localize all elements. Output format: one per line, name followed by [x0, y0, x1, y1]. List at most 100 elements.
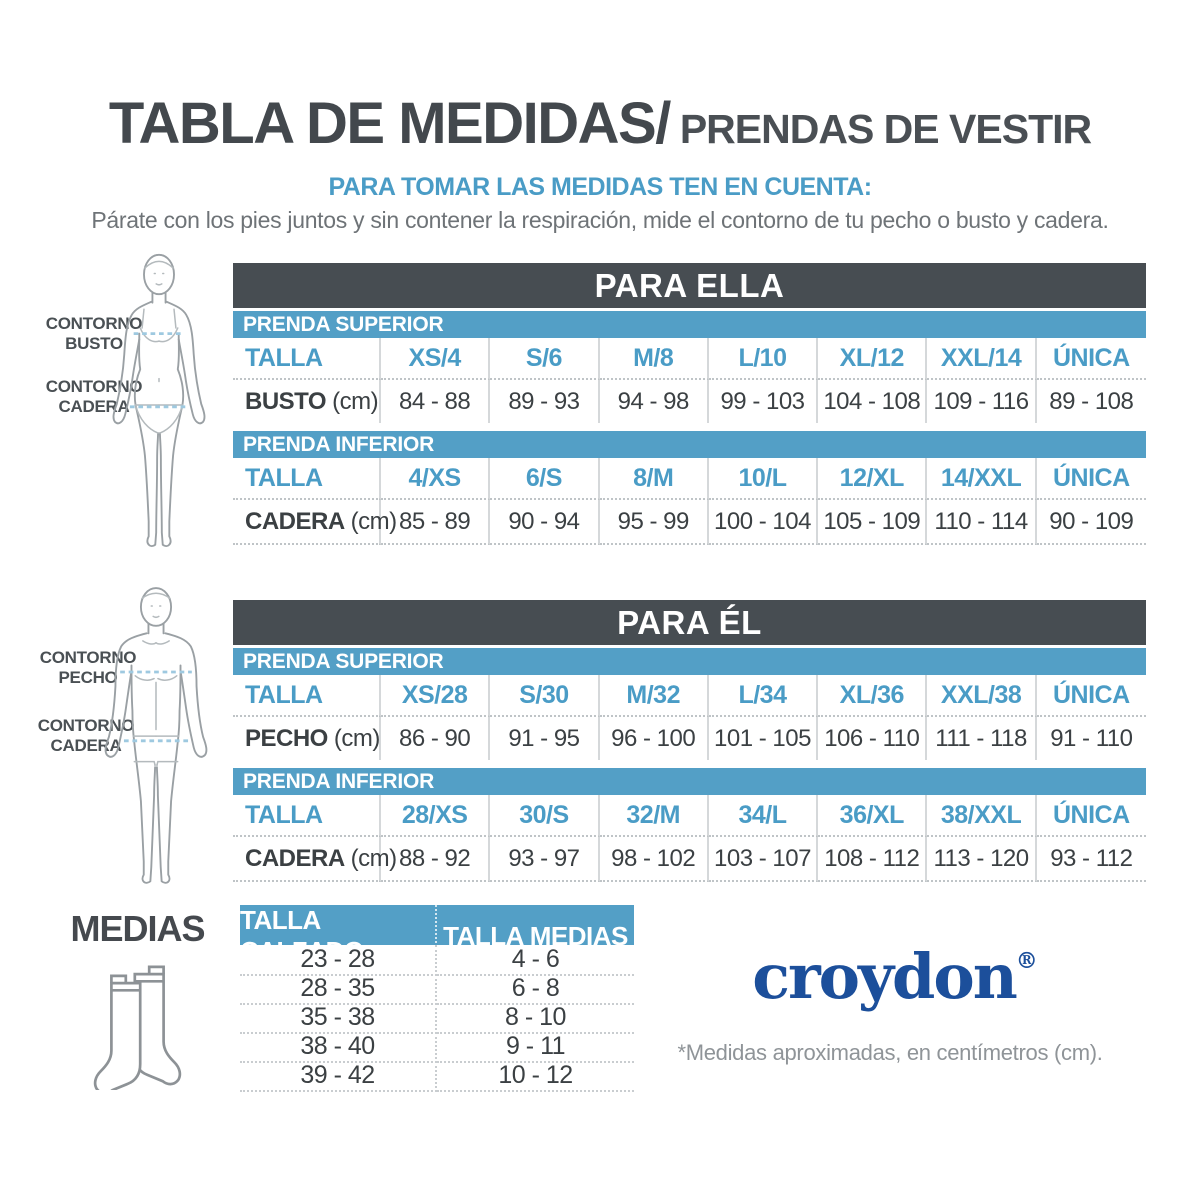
value-cell: 91 - 95 — [490, 717, 600, 760]
value-cell: 95 - 99 — [599, 500, 709, 545]
value-cell: 86 - 90 — [381, 717, 491, 760]
size-cell: 4/XS — [381, 458, 491, 500]
value-cell: 99 - 103 — [709, 380, 819, 423]
value-cell: 113 - 120 — [927, 837, 1037, 882]
grid-ella-inferior: TALLA 4/XS 6/S 8/M 10/L 12/XL 14/XXL ÚNI… — [233, 458, 1146, 545]
medias-row: 35 - 38 8 - 10 — [240, 1003, 634, 1034]
medias-col1-header: TALLA CALZADO — [240, 905, 437, 967]
size-cell: XXL/38 — [927, 675, 1037, 717]
value-cell: 89 - 108 — [1049, 387, 1134, 415]
value-cell: 101 - 105 — [709, 717, 819, 760]
tips-title: PARA TOMAR LAS MEDIDAS TEN EN CUENTA: — [328, 173, 872, 201]
size-cell: XS/4 — [381, 338, 491, 380]
size-cell: ÚNICA — [1036, 338, 1146, 380]
value-cell: 110 - 114 — [927, 500, 1037, 545]
size-cell: 6/S — [490, 458, 600, 500]
brand-logo: croydon® — [752, 940, 1038, 1013]
measure-row-label: CADERA (cm) — [233, 837, 397, 882]
grid-el-inferior: TALLA 28/XS 30/S 32/M 34/L 36/XL 38/XXL … — [233, 795, 1146, 882]
value-cell: 85 - 89 — [381, 500, 491, 545]
band-prenda-superior: PRENDA SUPERIOR — [233, 311, 1146, 338]
grid-ella-superior: TALLA XS/4 S/6 M/8 L/10 XL/12 XXL/14 ÚNI… — [233, 338, 1146, 423]
page-title-main: TABLA DE MEDIDAS/ — [108, 91, 671, 156]
value-cell: 93 - 97 — [490, 837, 600, 882]
size-row-label: TALLA — [233, 338, 381, 380]
size-cell: 8/M — [599, 458, 709, 500]
value-cell: 109 - 116 — [927, 380, 1037, 423]
male-figure-icon — [90, 577, 222, 904]
size-cell: S/6 — [490, 338, 600, 380]
size-cell: ÚNICA — [1036, 795, 1146, 837]
page-title: TABLA DE MEDIDAS/PRENDAS DE VESTIR — [0, 90, 1200, 157]
measurements-footnote: *Medidas aproximadas, en centímetros (cm… — [677, 1040, 1103, 1065]
male-chest-contour-label: CONTORNO PECHO — [39, 648, 137, 688]
size-row-label: TALLA — [233, 675, 381, 717]
size-cell: XL/36 — [818, 675, 928, 717]
band-prenda-inferior: PRENDA INFERIOR — [233, 431, 1146, 458]
measure-row-label: PECHO (cm) — [233, 717, 381, 760]
value-cell: 108 - 112 — [818, 837, 928, 882]
value-cell: 111 - 118 — [927, 717, 1037, 760]
size-cell: M/32 — [599, 675, 709, 717]
size-cell: 38/XXL — [927, 795, 1037, 837]
band-prenda-superior: PRENDA SUPERIOR — [233, 648, 1146, 675]
female-figure-icon — [98, 243, 220, 570]
measure-row-label: BUSTO (cm) — [233, 380, 381, 423]
size-cell: 30/S — [490, 795, 600, 837]
page-title-sub: PRENDAS DE VESTIR — [679, 106, 1092, 152]
header: TABLA DE MEDIDAS/PRENDAS DE VESTIR PARA … — [0, 90, 1200, 234]
value-cell: 90 - 109 — [1036, 500, 1146, 545]
value-cell: 100 - 104 — [708, 500, 819, 545]
medias-row: 23 - 28 4 - 6 — [240, 945, 634, 976]
size-cell: 12/XL — [818, 458, 928, 500]
value-cell: 94 - 98 — [600, 380, 709, 423]
value-cell: 89 - 93 — [490, 380, 600, 423]
value-cell: 96 - 100 — [600, 717, 709, 760]
size-cell: 14/XXL — [927, 458, 1037, 500]
measure-row-label: CADERA (cm) — [233, 500, 397, 545]
size-row-label: TALLA — [233, 795, 381, 837]
size-cell: S/30 — [490, 675, 600, 717]
value-cell: 90 - 94 — [490, 500, 600, 545]
value-cell: 84 - 88 — [381, 380, 491, 423]
band-prenda-inferior: PRENDA INFERIOR — [233, 768, 1146, 795]
medias-col2-header: TALLA MEDIAS — [443, 920, 628, 951]
size-cell: ÚNICA — [1036, 458, 1146, 500]
female-hip-contour-label: CONTORNO CADERA — [45, 377, 143, 417]
value-cell: 103 - 107 — [708, 837, 819, 882]
value-cell: 98 - 102 — [599, 837, 709, 882]
table-para-ella: PARA ELLA PRENDA SUPERIOR TALLA XS/4 S/6… — [233, 263, 1146, 545]
size-row-label: TALLA — [233, 458, 381, 500]
size-cell: 28/XS — [381, 795, 491, 837]
tips-body: Párate con los pies juntos y sin contene… — [91, 207, 1109, 233]
value-cell: 91 - 110 — [1050, 724, 1133, 752]
table-title-ella: PARA ELLA — [233, 263, 1146, 308]
value-cell: 105 - 109 — [818, 500, 928, 545]
table-para-el: PARA ÉL PRENDA SUPERIOR TALLA XS/28 S/30… — [233, 600, 1146, 882]
medias-row: 28 - 35 6 - 8 — [240, 974, 634, 1005]
size-cell: 34/L — [708, 795, 819, 837]
grid-el-superior: TALLA XS/28 S/30 M/32 L/34 XL/36 XXL/38 … — [233, 675, 1146, 760]
value-cell: 93 - 112 — [1036, 837, 1146, 882]
size-cell: ÚNICA — [1036, 675, 1146, 717]
medias-row: 39 - 42 10 - 12 — [240, 1061, 634, 1092]
value-cell: 106 - 110 — [818, 717, 928, 760]
size-cell: XS/28 — [381, 675, 491, 717]
size-cell: 32/M — [599, 795, 709, 837]
size-cell: L/10 — [708, 338, 819, 380]
female-bust-contour-label: CONTORNO BUSTO — [45, 314, 143, 354]
medias-row: 38 - 40 9 - 11 — [240, 1032, 634, 1063]
registered-mark: ® — [1015, 948, 1038, 974]
size-cell: XL/12 — [818, 338, 928, 380]
size-cell: L/34 — [708, 675, 819, 717]
size-cell: 36/XL — [818, 795, 928, 837]
value-cell: 104 - 108 — [818, 380, 928, 423]
medias-heading: MEDIAS — [70, 908, 205, 949]
value-cell: 88 - 92 — [381, 837, 491, 882]
table-title-el: PARA ÉL — [233, 600, 1146, 645]
size-cell: XXL/14 — [927, 338, 1037, 380]
size-cell: M/8 — [599, 338, 709, 380]
socks-icon — [88, 950, 196, 1095]
medias-table-header: TALLA CALZADO TALLA MEDIAS — [240, 905, 634, 967]
